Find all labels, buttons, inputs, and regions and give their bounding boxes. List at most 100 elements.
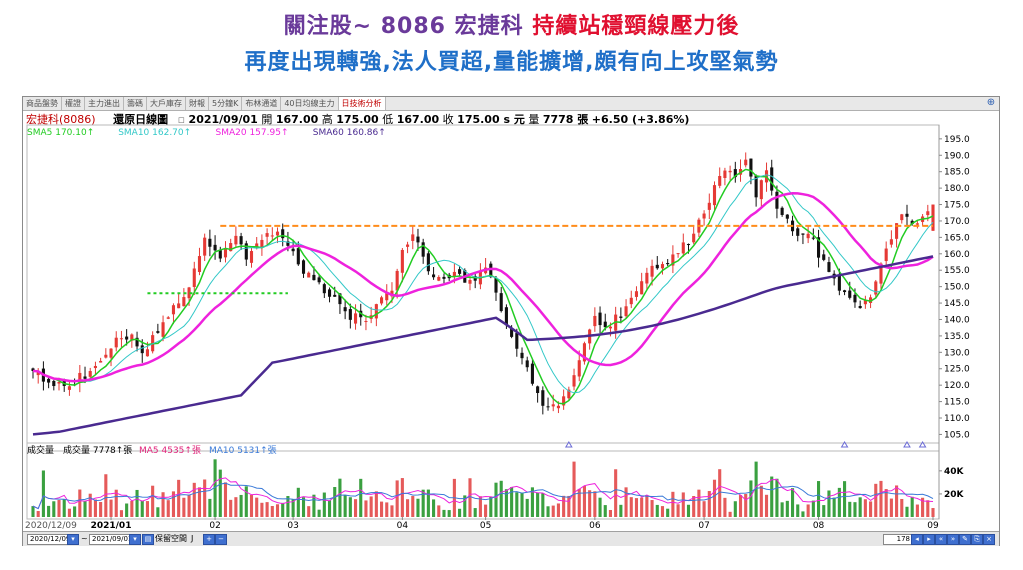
high-value: 175.00: [336, 113, 379, 126]
volume-bar: [218, 469, 222, 517]
scroll-right-icon[interactable]: ▸: [923, 534, 935, 545]
candle: [910, 220, 914, 225]
bottom-toolbar: 2020/12/09 ▾ ~ 2021/09/01 ▾ ▤ 保留空間 J + −…: [23, 531, 999, 546]
export-icon[interactable]: ⎘: [971, 534, 983, 545]
volume-bar: [338, 478, 342, 517]
volume-bar: [556, 503, 560, 517]
volume-bar: [811, 500, 815, 517]
volume-bar: [775, 478, 779, 517]
volume-bar: [562, 495, 566, 517]
volume-bar: [629, 497, 633, 517]
volume-bar: [312, 494, 316, 517]
candle: [281, 229, 285, 239]
volume-bar: [541, 493, 545, 517]
candle: [905, 213, 909, 217]
candle: [775, 191, 779, 209]
tab-3[interactable]: 籌碼: [124, 97, 147, 110]
volume-bar: [322, 492, 326, 517]
candle: [83, 376, 87, 379]
settings-icon[interactable]: ▫: [177, 113, 186, 126]
tab-5[interactable]: 財報: [186, 97, 209, 110]
last-page-icon[interactable]: »: [947, 534, 959, 545]
y-tick-label: 110.0: [944, 414, 970, 424]
volume-bar: [57, 500, 61, 517]
candle: [577, 360, 581, 377]
candle: [915, 223, 919, 225]
start-date-dropdown-icon[interactable]: ▾: [67, 534, 79, 545]
volume-bar: [359, 478, 363, 517]
volume-bar: [249, 495, 254, 517]
y-tick-label: 135.0: [944, 332, 970, 342]
calendar-icon[interactable]: ▤: [142, 534, 154, 545]
candle: [156, 331, 160, 333]
scroll-left-icon[interactable]: ◂: [911, 534, 923, 545]
tab-7[interactable]: 布林通道: [242, 97, 282, 110]
candle: [718, 176, 722, 186]
candle: [343, 307, 347, 312]
x-tick-label: 07: [698, 521, 709, 531]
bar-count-field[interactable]: 178: [883, 534, 913, 545]
candle: [733, 169, 737, 178]
zoom-out-icon[interactable]: −: [215, 534, 227, 545]
tab-6[interactable]: 5分鐘K: [209, 97, 243, 110]
volume-bar: [681, 492, 685, 517]
change-value: +6.50 (+3.86%): [591, 113, 690, 126]
volume-bar: [827, 490, 831, 517]
candle: [858, 305, 862, 309]
candle: [624, 306, 628, 317]
draw-tool-icon[interactable]: ✎: [959, 534, 971, 545]
volume-bar: [801, 511, 805, 517]
volume-bar: [145, 501, 150, 517]
candle: [317, 277, 321, 283]
volume-bar: [208, 498, 212, 517]
x-tick-label: 02: [209, 521, 220, 531]
candle: [801, 233, 805, 235]
volume-bar: [770, 476, 774, 517]
x-tick-label: 08: [813, 521, 825, 531]
ma-line-sma60: [32, 255, 934, 436]
end-date-select[interactable]: 2021/09/01: [89, 534, 132, 545]
ma-line-sma5: [32, 168, 934, 405]
volume-bar: [926, 500, 930, 517]
candle: [572, 375, 576, 387]
stock-symbol[interactable]: 宏捷科(8086): [26, 113, 96, 126]
tab-1[interactable]: 權證: [62, 97, 85, 110]
volume-bar: [229, 499, 233, 517]
candle: [265, 233, 269, 237]
chart-type-label: 還原日線圖: [113, 113, 169, 126]
candle: [145, 349, 150, 357]
volume-bar: [712, 479, 717, 517]
tab-0[interactable]: 商品盤勢: [23, 97, 62, 110]
quote-info-bar: 宏捷科(8086) 還原日線圖 ▫ 2021/09/01 開 167.00 高 …: [23, 111, 999, 126]
candle: [270, 235, 274, 237]
first-page-icon[interactable]: «: [935, 534, 947, 545]
candle: [312, 274, 316, 281]
tab-4[interactable]: 大戶庫存: [147, 97, 186, 110]
volume-bar: [432, 499, 436, 517]
candle: [645, 272, 649, 284]
headline-prefix: 關注股~ 8086 宏捷科: [283, 14, 533, 39]
candle: [822, 254, 826, 260]
candle: [827, 262, 831, 272]
tab-2[interactable]: 主力進出: [85, 97, 124, 110]
candle: [296, 248, 300, 265]
y-tick-label: 165.0: [944, 233, 970, 243]
candle: [380, 297, 384, 304]
zoom-in-icon[interactable]: +: [203, 534, 215, 545]
y-tick-label: 160.0: [944, 250, 970, 260]
save-space-label[interactable]: 保留空間: [155, 534, 187, 543]
candle: [853, 294, 857, 303]
candle: [634, 291, 639, 297]
candle: [333, 294, 337, 297]
volume-bar: [353, 499, 358, 517]
y-tick-label: 175.0: [944, 201, 970, 211]
zoom-icon[interactable]: ⊕: [986, 97, 996, 108]
date-range-separator: ~: [81, 534, 88, 543]
start-date-select[interactable]: 2020/12/09: [27, 534, 70, 545]
close-chart-icon[interactable]: ×: [983, 534, 995, 545]
candle: [364, 321, 368, 323]
end-date-dropdown-icon[interactable]: ▾: [129, 534, 141, 545]
low-value: 167.00: [396, 113, 440, 126]
tab-9[interactable]: 日技術分析: [338, 97, 386, 110]
tab-8[interactable]: 40日均線主力: [281, 97, 339, 110]
